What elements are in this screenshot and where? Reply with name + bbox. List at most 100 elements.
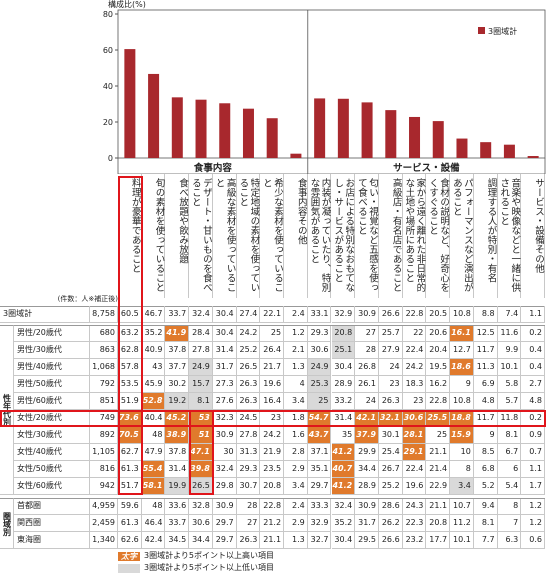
y-tick-label: 80 [103,10,113,19]
cell-value: 15.7 [189,376,213,393]
cell-value: 41.2 [331,444,356,461]
section-label: 圏域別 [0,498,14,549]
cell-value: 55.4 [141,461,166,478]
cell-value: 18.6 [450,359,474,376]
row-label: 東海圏 [14,532,90,549]
bar [314,98,326,158]
cell-value: 24 [355,393,379,410]
cell-value: 20.8 [331,325,356,342]
cell-value: 30.4 [331,359,356,376]
cell-value: 6 [497,461,522,478]
cell-value: 25.1 [331,342,356,359]
cell-value: 26.3 [236,532,261,549]
cell-value: 25.2 [236,342,261,359]
cell-value: 23.5 [260,461,285,478]
cell-value: 30.7 [236,478,261,495]
row-count: 680 [90,325,118,342]
row-count: 863 [90,342,118,359]
cell-value: 4.8 [521,393,545,410]
column-header: お店による特別なおもてなし・サービスがあること [332,174,356,298]
column-header: 匂い・視覚など五感を使って食べること [355,174,379,298]
row-count: 792 [90,376,118,393]
bar [337,98,349,158]
cell-value: 8 [450,461,474,478]
cell-value: 45.9 [141,376,166,393]
cell-value: 30.9 [355,498,379,515]
row-label: 女性/60歳代 [14,478,90,495]
cell-value: 27.8 [189,342,213,359]
row-label: 男性/30歳代 [14,342,90,359]
cell-value: 26.5 [236,359,261,376]
cell-value: 2.4 [284,498,308,515]
cell-value: 48 [141,427,166,444]
bar [480,142,492,158]
cell-value: 26.7 [378,461,403,478]
cell-value: 2.1 [284,342,308,359]
cell-value: 8 [497,498,522,515]
cell-value: 5.4 [497,478,522,495]
cell-value: 1.3 [284,359,308,376]
bar [503,144,515,158]
cell-value: 11.7 [473,342,498,359]
cell-value: 16.4 [260,393,285,410]
cell-value: 4 [284,376,308,393]
cell-value: 29.7 [307,478,332,495]
cell-value: 32.4 [212,461,237,478]
cell-value: 29.3 [236,461,261,478]
cell-value: 30.9 [355,306,379,323]
cell-value: 6.9 [473,376,498,393]
column-header: 内装が凝っていたり、特別な雰囲気があること [308,174,332,298]
cell-value: 27 [355,325,379,342]
cell-value: 24.2 [236,325,261,342]
cell-value: 10.8 [450,306,474,323]
cell-value: 31.7 [355,515,379,532]
cell-value: 1.7 [521,478,545,495]
cell-value: 58.1 [141,478,166,495]
row-count: 816 [90,461,118,478]
y-tick-label: 40 [103,82,113,91]
cell-value: 10.8 [450,393,474,410]
cell-value: 1.2 [521,515,545,532]
cell-value: 31.7 [212,359,237,376]
key-low-label: 3圏域計より5ポイント以上低い項目 [144,563,275,572]
cell-value: 40.7 [331,461,356,478]
cell-value: 29.7 [212,532,237,549]
cell-value: 27.4 [236,306,261,323]
cell-value: 10.1 [497,359,522,376]
cell-value: 0.9 [521,427,545,444]
column-header: 食べ放題や飲み放題 [165,174,190,298]
cell-value: 7.7 [473,532,498,549]
column-header: 特定地域の素材を使っていること [237,174,261,298]
cell-value: 25 [426,427,451,444]
cell-value: 30.4 [212,325,237,342]
row-count: 1,340 [90,532,118,549]
cell-value: 32.9 [307,515,332,532]
cell-value: 3.4 [284,393,308,410]
cell-value: 10.7 [450,498,474,515]
cell-value: 33.7 [165,306,190,323]
row-count: 1,105 [90,444,118,461]
legend-label: 3圏域計 [488,26,517,36]
cell-value: 10 [450,444,474,461]
cell-value: 30.6 [307,342,332,359]
cell-value: 9 [450,376,474,393]
row-label: 3圏域計 [0,306,90,323]
cell-value: 3.4 [450,478,474,495]
cell-value: 27.3 [212,376,237,393]
cell-value: 21.1 [426,444,451,461]
cell-value: 0.4 [521,359,545,376]
cell-value: 19.5 [426,359,451,376]
cell-value: 5.7 [497,393,522,410]
cell-value: 62.6 [118,532,142,549]
cell-value: 4.8 [473,393,498,410]
cell-value: 37.9 [355,427,379,444]
cell-value: 32.8 [189,498,213,515]
cell-value: 25.3 [307,376,332,393]
cell-value: 20.8 [426,515,451,532]
row-count: 1,068 [90,359,118,376]
cell-value: 26.3 [236,376,261,393]
cell-value: 29.7 [212,515,237,532]
cell-value: 23 [378,376,403,393]
cell-value: 7 [497,515,522,532]
cell-value: 37.8 [165,342,190,359]
